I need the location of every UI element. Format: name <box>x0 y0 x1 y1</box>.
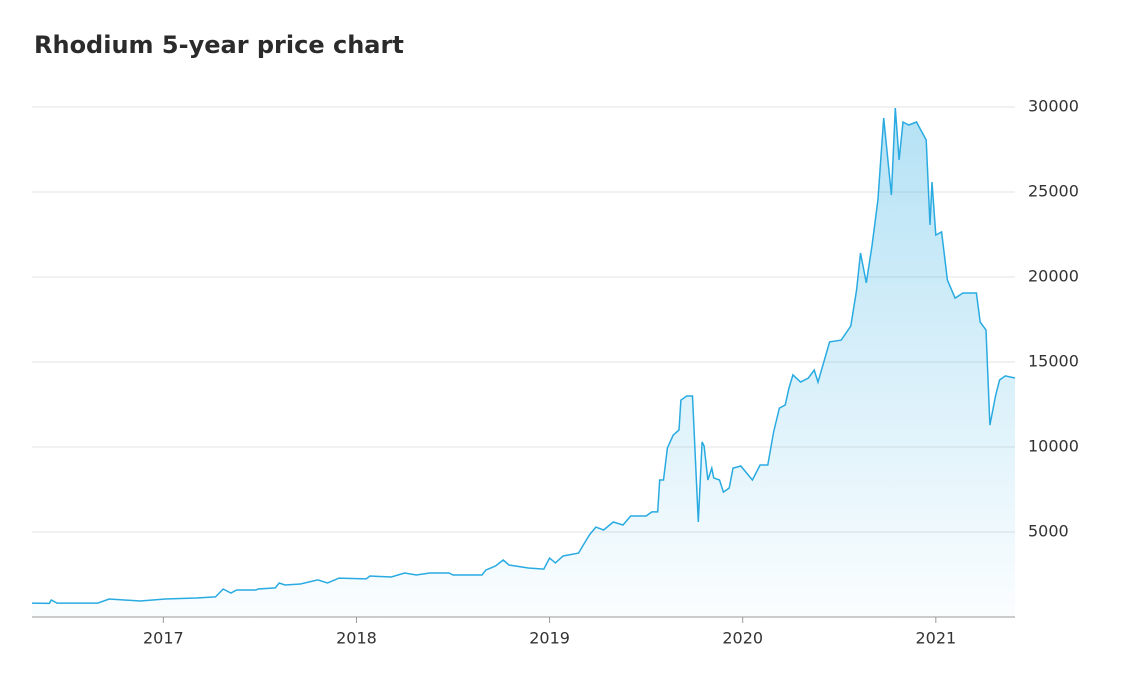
y-tick-label: 10000 <box>1028 437 1079 456</box>
chart-title: Rhodium 5-year price chart <box>34 31 404 59</box>
line <box>31 107 1016 605</box>
y-tick-label: 25000 <box>1028 182 1079 201</box>
x-tick-label: 2021 <box>915 629 956 648</box>
y-tick-label: 20000 <box>1028 267 1079 286</box>
x-tick-label: 2018 <box>336 629 377 648</box>
y-tick-label: 30000 <box>1028 97 1079 116</box>
y-tick-label: 5000 <box>1028 522 1069 541</box>
x-tick-label: 2017 <box>143 629 184 648</box>
x-tick-label: 2019 <box>529 629 570 648</box>
x-tick-label: 2020 <box>722 629 763 648</box>
area <box>32 108 1015 617</box>
y-tick-label: 15000 <box>1028 352 1079 371</box>
